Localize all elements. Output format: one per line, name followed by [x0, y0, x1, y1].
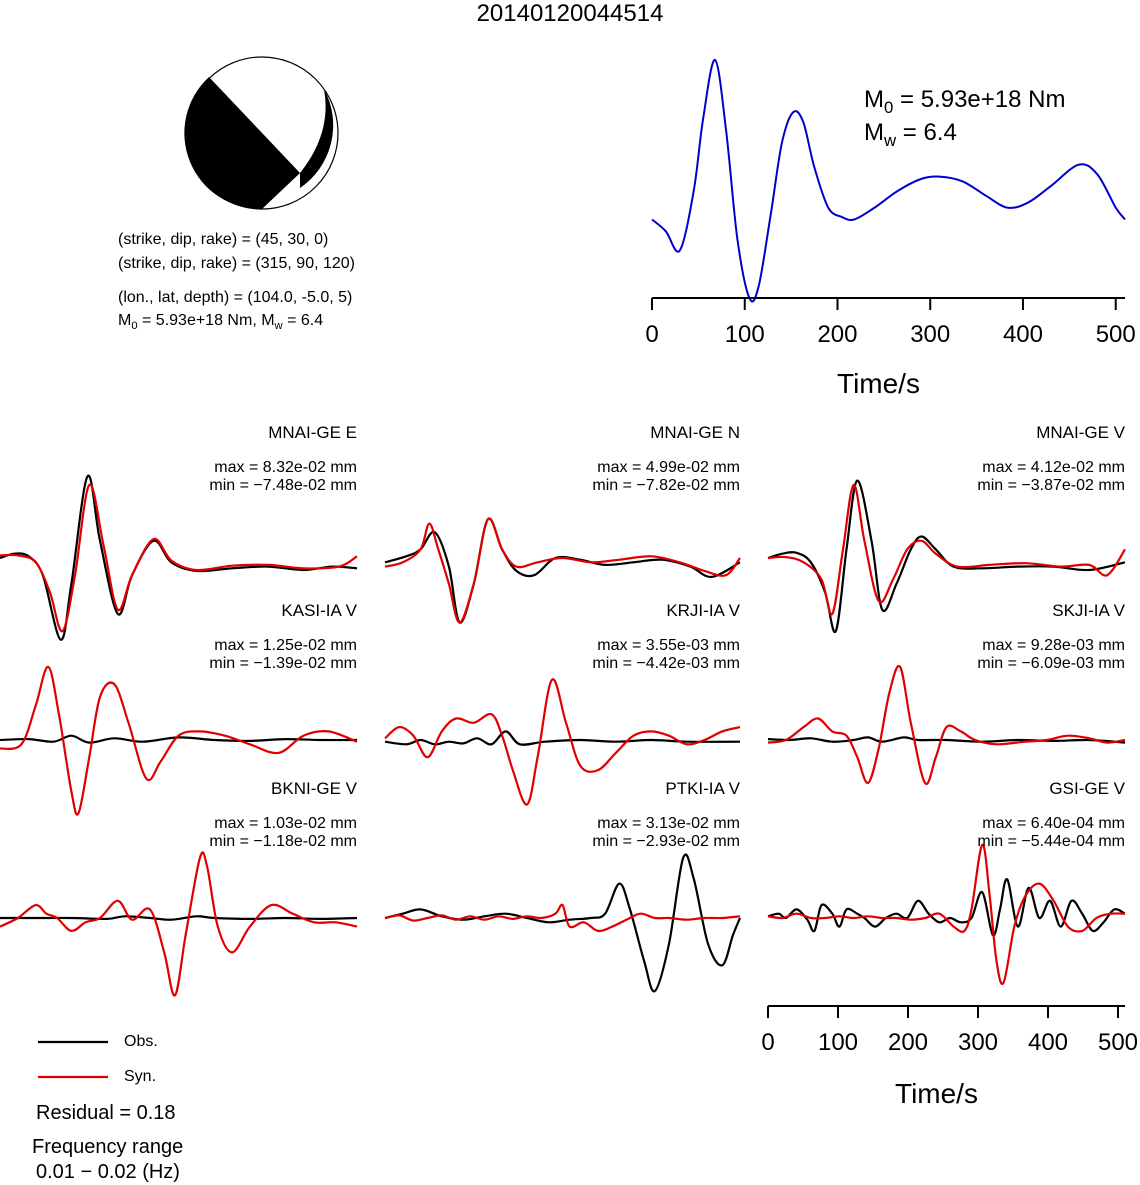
station-label: BKNI-GE V: [271, 779, 357, 798]
obs-trace: [767, 878, 1126, 937]
syn-trace: [384, 517, 741, 624]
location-prefix: (lon., lat, depth) =: [118, 289, 248, 306]
stf-tick-label: 100: [724, 321, 765, 348]
beachball-compressional-quadrant-1: [184, 77, 300, 210]
stf-tick-label: 300: [910, 321, 951, 348]
max-amplitude: max = 3.55e-03 mm: [597, 637, 740, 654]
obs-trace: [384, 517, 741, 624]
min-amplitude: min = −4.42e-03 mm: [592, 655, 740, 672]
stf-tick-label: 400: [1002, 321, 1043, 348]
moment-text: M0 = 5.93e+18 Nm, Mw = 6.4: [118, 312, 324, 332]
frequency-value: 0.01 − 0.02 (Hz): [36, 1161, 180, 1183]
nodal-plane-1: (strike, dip, rake) = (45, 30, 0): [118, 232, 328, 248]
wave-tick-label: 500: [1097, 1029, 1139, 1056]
max-amplitude: max = 3.13e-02 mm: [597, 815, 740, 832]
station-label: SKJI-IA V: [1052, 601, 1125, 620]
nodal-plane-2: (strike, dip, rake) = (315, 90, 120): [118, 256, 355, 272]
max-amplitude: max = 8.32e-02 mm: [214, 459, 357, 476]
nodal-plane-1-value: (45, 30, 0): [255, 231, 329, 248]
min-amplitude: min = −7.82e-02 mm: [592, 477, 740, 494]
beachball-compressional-quadrant-2: [300, 89, 334, 188]
min-amplitude: min = −2.93e-02 mm: [592, 833, 740, 850]
beachball-icon: [184, 56, 339, 210]
min-amplitude: min = −1.18e-02 mm: [209, 833, 357, 850]
waveform-panels: [0, 474, 1126, 997]
nodal-plane-2-value: (315, 90, 120): [255, 255, 355, 272]
station-label: KASI-IA V: [281, 601, 357, 620]
beachball-outline: [185, 56, 339, 210]
location-value: (104.0, -5.0, 5): [247, 289, 353, 306]
obs-trace: [767, 479, 1126, 634]
stf-curve: [651, 58, 1126, 303]
stf-magnitude-value: = 6.4: [902, 119, 957, 146]
legend-syn-label: Syn.: [124, 1068, 157, 1085]
max-amplitude: max = 4.12e-02 mm: [982, 459, 1125, 476]
legend: [38, 1040, 108, 1079]
min-amplitude: min = −3.87e-02 mm: [977, 477, 1125, 494]
syn-trace: [384, 678, 741, 806]
stf-moment-label: M0 = 5.93e+18 Nm: [864, 86, 1066, 117]
syn-trace: [384, 903, 741, 933]
syn-trace: [767, 483, 1126, 616]
syn-trace: [0, 851, 358, 997]
min-amplitude: min = −7.48e-02 mm: [209, 477, 357, 494]
syn-trace: [767, 664, 1126, 786]
station-label: KRJI-IA V: [666, 601, 740, 620]
station-label: PTKI-IA V: [665, 779, 740, 798]
max-amplitude: max = 9.28e-03 mm: [982, 637, 1125, 654]
max-amplitude: max = 1.03e-02 mm: [214, 815, 357, 832]
obs-trace: [0, 915, 358, 921]
station-label: MNAI-GE E: [268, 423, 357, 442]
nodal-plane-2-prefix: (strike, dip, rake) =: [118, 255, 256, 272]
station-label: GSI-GE V: [1049, 779, 1125, 798]
station-label: MNAI-GE V: [1036, 423, 1125, 442]
syn-trace: [0, 665, 358, 816]
frequency-label: Frequency range: [32, 1136, 184, 1158]
waveform-xlabel: Time/s: [895, 1078, 978, 1109]
stf-magnitude-label: Mw = 6.4: [864, 119, 957, 150]
min-amplitude: min = −5.44e-04 mm: [977, 833, 1125, 850]
magnitude-value: 6.4: [300, 312, 324, 329]
max-amplitude: max = 4.99e-02 mm: [597, 459, 740, 476]
max-amplitude: max = 1.25e-02 mm: [214, 637, 357, 654]
wave-tick-label: 400: [1027, 1029, 1069, 1056]
stf-xlabel: Time/s: [837, 368, 920, 399]
stf-tick-label: 200: [817, 321, 858, 348]
legend-obs-label: Obs.: [124, 1033, 158, 1050]
stf-tick-label: 500: [1095, 321, 1136, 348]
stf-tick-label: 0: [645, 321, 659, 348]
obs-trace: [384, 730, 741, 746]
min-amplitude: min = −6.09e-03 mm: [977, 655, 1125, 672]
nodal-plane-1-prefix: (strike, dip, rake) =: [118, 231, 256, 248]
moment-value: 5.93e+18 Nm: [155, 312, 253, 329]
location-text: (lon., lat, depth) = (104.0, -5.0, 5): [118, 290, 352, 306]
stf-moment-value: = 5.93e+18 Nm: [900, 86, 1066, 113]
obs-trace: [384, 853, 742, 993]
waveform-time-axis: [767, 1005, 1125, 1018]
residual-text: Residual = 0.18: [36, 1102, 176, 1124]
station-label: MNAI-GE N: [650, 423, 740, 442]
source-time-function-plot: [651, 58, 1126, 310]
event-title: 20140120044514: [476, 0, 664, 27]
syn-trace: [767, 843, 1126, 985]
wave-tick-label: 0: [761, 1029, 775, 1056]
obs-trace: [767, 736, 1126, 744]
wave-tick-label: 300: [957, 1029, 999, 1056]
max-amplitude: max = 6.40e-04 mm: [982, 815, 1125, 832]
wave-tick-label: 200: [887, 1029, 929, 1056]
min-amplitude: min = −1.39e-02 mm: [209, 655, 357, 672]
wave-tick-label: 100: [817, 1029, 859, 1056]
obs-trace: [0, 734, 358, 744]
syn-trace: [0, 483, 358, 633]
